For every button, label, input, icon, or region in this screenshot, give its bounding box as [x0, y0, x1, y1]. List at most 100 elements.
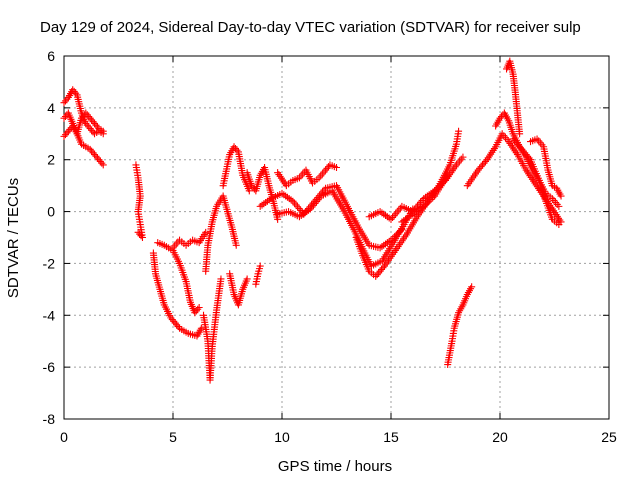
data-point — [138, 234, 146, 241]
data-point — [99, 127, 107, 135]
data-point — [83, 121, 91, 129]
data-point — [516, 144, 524, 152]
data-point — [167, 314, 175, 322]
data-point — [455, 127, 463, 135]
data-point — [515, 142, 523, 150]
data-point — [194, 305, 202, 313]
data-point — [86, 114, 94, 122]
data-point — [82, 109, 90, 117]
y-tick-label: 0 — [47, 204, 55, 220]
data-point — [91, 151, 99, 159]
data-point — [88, 126, 96, 134]
y-tick-label: -4 — [43, 307, 56, 323]
data-point — [521, 149, 529, 157]
data-point — [191, 309, 199, 317]
data-point — [96, 157, 104, 165]
data-point — [69, 86, 77, 94]
data-point — [89, 149, 97, 157]
data-point — [375, 269, 383, 277]
data-point — [137, 232, 145, 240]
data-point — [88, 116, 96, 124]
data-point — [60, 114, 68, 122]
data-point — [522, 151, 530, 159]
data-point — [168, 316, 176, 324]
data-point — [525, 154, 533, 162]
data-point — [64, 127, 72, 135]
data-point — [378, 265, 386, 273]
data-point — [232, 241, 240, 249]
data-point — [92, 152, 100, 160]
data-point — [83, 111, 91, 119]
data-point — [63, 95, 71, 103]
data-point — [372, 272, 380, 280]
data-point — [88, 147, 96, 155]
data-point — [393, 208, 401, 216]
data-point — [134, 228, 142, 236]
y-tick-label: 2 — [47, 152, 55, 168]
data-point — [217, 275, 225, 283]
data-point — [555, 221, 563, 229]
chart-title: Day 129 of 2024, Sidereal Day-to-day VTE… — [40, 19, 581, 36]
data-point — [60, 99, 68, 107]
data-point — [92, 121, 100, 129]
y-axis-label: SDTVAR / TECUs — [5, 178, 22, 298]
data-point — [245, 187, 253, 195]
data-point — [555, 202, 563, 210]
data-point — [392, 210, 400, 218]
data-point — [61, 113, 69, 120]
data-point — [174, 323, 182, 331]
data-point — [323, 164, 331, 172]
data-point — [333, 163, 340, 171]
data-point — [373, 271, 381, 279]
y-tick-label: -2 — [43, 255, 56, 271]
data-point — [136, 230, 144, 238]
data-point — [243, 275, 251, 283]
data-point — [89, 118, 97, 126]
y-tick-label: -8 — [43, 411, 56, 427]
data-point — [481, 157, 489, 165]
data-point — [513, 140, 521, 148]
data-point — [290, 199, 298, 207]
data-point — [389, 213, 397, 221]
plot-frame — [63, 55, 610, 420]
data-point — [70, 87, 78, 95]
data-point — [63, 129, 71, 137]
data-point — [295, 205, 303, 213]
y-tick-label: 4 — [47, 100, 55, 116]
data-point — [322, 166, 330, 174]
data-point — [85, 123, 93, 131]
data-point — [192, 307, 200, 315]
x-tick-label: 20 — [492, 429, 508, 445]
data-point — [98, 159, 106, 167]
data-point — [444, 171, 452, 179]
data-point — [524, 152, 532, 160]
data-point — [496, 114, 504, 122]
data-point — [557, 192, 565, 200]
data-point — [468, 283, 476, 291]
data-point — [516, 130, 524, 138]
y-tick-label: -6 — [43, 359, 56, 375]
data-point — [231, 144, 239, 152]
data-point — [474, 166, 482, 174]
data-point — [93, 154, 101, 162]
data-point — [99, 161, 107, 169]
data-point — [233, 146, 241, 154]
x-axis-label: GPS time / hours — [278, 458, 392, 475]
data-point — [480, 159, 488, 167]
data-point — [476, 164, 484, 172]
data-point — [292, 201, 300, 209]
data-point — [91, 119, 99, 127]
x-tick-label: 0 — [60, 429, 68, 445]
x-tick-label: 15 — [383, 429, 399, 445]
data-point — [85, 113, 93, 120]
data-point — [379, 264, 387, 272]
data-point — [86, 125, 94, 133]
data-point — [256, 262, 264, 270]
data-point — [511, 137, 519, 145]
data-point — [509, 135, 517, 143]
data-point — [247, 182, 255, 190]
data-point — [249, 183, 257, 191]
x-tick-label: 10 — [274, 429, 290, 445]
data-point — [230, 143, 238, 151]
data-point — [93, 123, 101, 131]
